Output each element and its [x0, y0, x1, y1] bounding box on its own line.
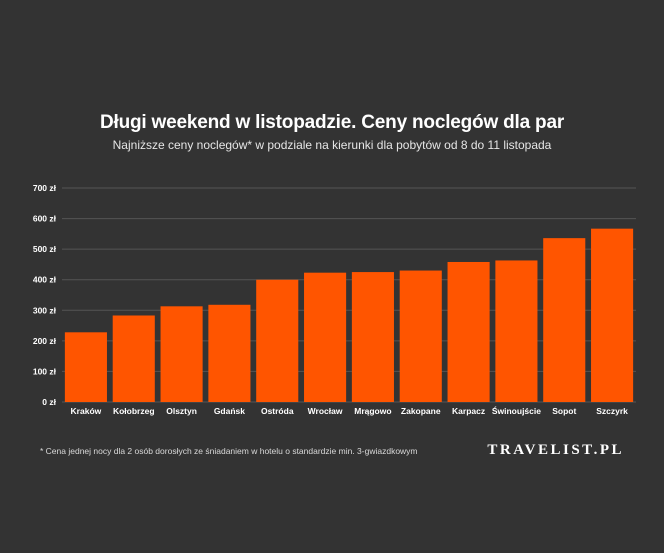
x-tick-label: Kraków: [71, 406, 102, 416]
x-tick-label: Świnoujście: [492, 405, 541, 416]
x-tick-label: Ostróda: [261, 406, 294, 416]
bar: [304, 272, 347, 402]
y-tick-label: 200 zł: [33, 336, 57, 346]
y-tick-label: 0 zł: [42, 397, 56, 407]
y-tick-label: 400 zł: [33, 275, 57, 285]
bar: [399, 270, 442, 402]
x-tick-label: Sopot: [552, 406, 576, 416]
bar: [160, 306, 203, 402]
y-tick-label: 100 zł: [33, 366, 57, 376]
x-tick-label: Zakopane: [401, 406, 441, 416]
bar: [447, 261, 490, 402]
x-tick-label: Mrągowo: [354, 406, 391, 416]
x-tick-label: Wrocław: [308, 406, 343, 416]
bar: [64, 332, 107, 402]
x-tick-label: Karpacz: [452, 406, 485, 416]
title-highlight: dla par: [503, 112, 565, 133]
chart-title: Długi weekend w listopadzie. Ceny nocleg…: [0, 112, 664, 134]
bar: [351, 272, 394, 402]
title-main: Długi weekend w listopadzie. Ceny nocleg…: [99, 112, 504, 133]
y-tick-label: 300 zł: [33, 305, 57, 315]
chart-subtitle: Najniższe ceny noclegów* w podziale na k…: [112, 138, 552, 152]
bar: [112, 315, 155, 402]
brand-logo: TRAVELIST.PL: [487, 442, 624, 458]
y-tick-label: 600 zł: [33, 214, 57, 224]
x-tick-label: Kołobrzeg: [113, 406, 155, 416]
x-tick-label: Szczyrk: [596, 406, 628, 416]
bar: [543, 238, 586, 402]
bar: [495, 260, 538, 402]
x-tick-label: Olsztyn: [166, 406, 197, 416]
bar: [256, 279, 299, 402]
x-tick-label: Gdańsk: [214, 406, 245, 416]
footnote: * Cena jednej nocy dla 2 osób dorosłych …: [40, 446, 418, 456]
y-tick-label: 700 zł: [33, 183, 57, 193]
y-tick-label: 500 zł: [33, 244, 57, 254]
bar: [591, 228, 634, 402]
bar: [208, 304, 251, 402]
